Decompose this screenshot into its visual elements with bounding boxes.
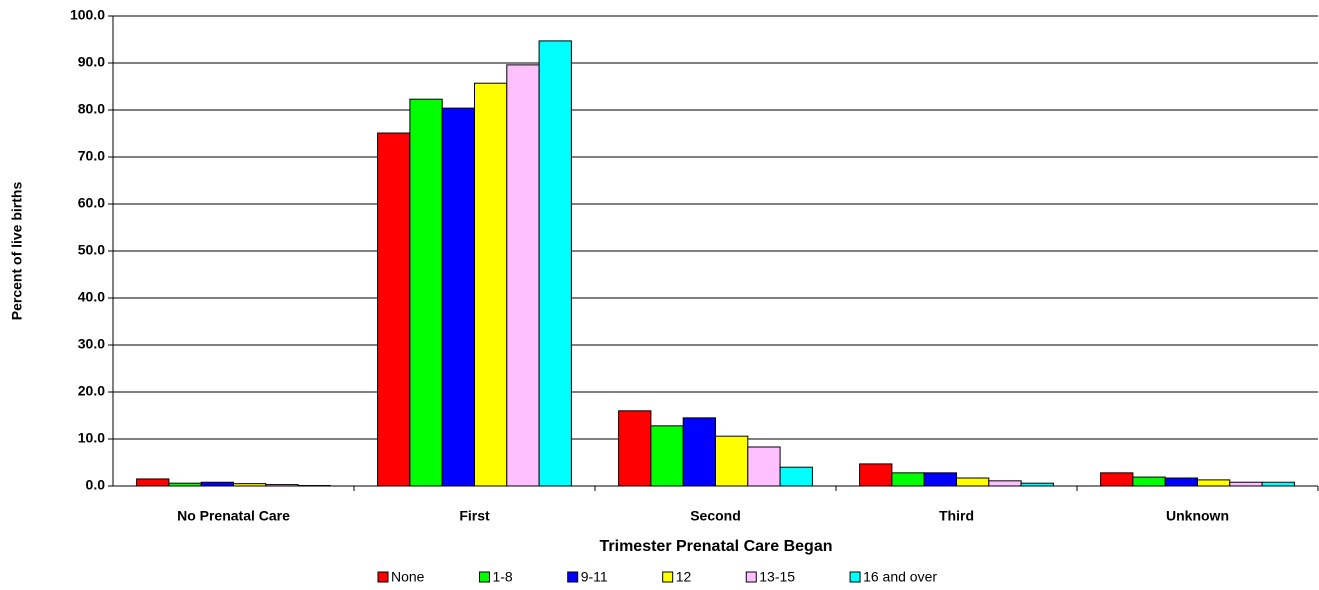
x-tick-label: Unknown <box>1166 508 1229 524</box>
legend-swatch <box>478 571 490 583</box>
legend-label: 13-15 <box>759 569 795 585</box>
y-tick-label: 90.0 <box>78 54 105 70</box>
bar <box>136 478 170 487</box>
y-tick-label: 60.0 <box>78 195 105 211</box>
bar <box>1100 472 1134 487</box>
bar <box>1261 481 1295 487</box>
y-tick-label: 80.0 <box>78 101 105 117</box>
legend-swatch <box>567 571 579 583</box>
bar <box>859 463 893 487</box>
x-tick-label: Third <box>939 508 974 524</box>
bar <box>506 64 540 487</box>
bar <box>474 82 508 487</box>
bar <box>538 40 572 487</box>
bar <box>200 481 234 487</box>
legend-label: 16 and over <box>863 569 937 585</box>
y-tick-label: 100.0 <box>70 7 105 23</box>
legend-label: None <box>391 569 425 585</box>
legend-swatch <box>849 571 861 583</box>
x-tick-label: No Prenatal Care <box>177 508 290 524</box>
legend-swatch <box>377 571 389 583</box>
y-tick-label: 20.0 <box>78 383 105 399</box>
bar <box>650 425 684 487</box>
bar <box>891 472 925 487</box>
bar <box>682 417 717 487</box>
bar <box>377 132 411 487</box>
y-tick-label: 40.0 <box>78 289 105 305</box>
bar <box>747 446 781 487</box>
x-tick-label: Second <box>690 508 741 524</box>
x-tick-label: First <box>459 508 490 524</box>
legend-swatch <box>745 571 757 583</box>
bar <box>1132 476 1166 487</box>
legend-label: 1-8 <box>492 569 512 585</box>
legend-label: 9-11 <box>581 569 608 585</box>
bar <box>409 98 443 487</box>
y-tick-label: 30.0 <box>78 336 105 352</box>
bar <box>618 410 652 487</box>
bar <box>1164 477 1198 487</box>
bar <box>715 435 749 487</box>
bar <box>779 466 813 487</box>
y-tick-label: 0.0 <box>86 477 106 493</box>
bar <box>1229 481 1263 487</box>
y-tick-label: 50.0 <box>78 242 105 258</box>
bar <box>956 477 990 487</box>
bar <box>988 480 1022 487</box>
y-axis-title: Percent of live births <box>9 182 25 321</box>
y-tick-label: 70.0 <box>78 148 105 164</box>
legend-label: 12 <box>676 569 692 585</box>
legend-swatch <box>662 571 674 583</box>
bar <box>1197 479 1231 487</box>
y-tick-label: 10.0 <box>78 430 105 446</box>
bar <box>923 472 958 487</box>
bar <box>441 107 476 487</box>
x-axis-title: Trimester Prenatal Care Began <box>600 538 833 555</box>
